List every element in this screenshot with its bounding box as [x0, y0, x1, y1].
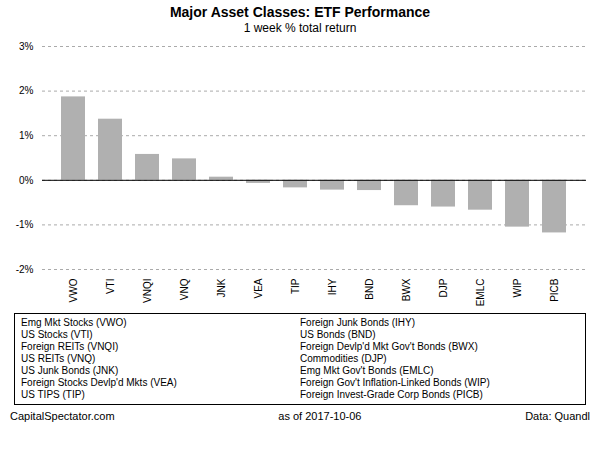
svg-text:EMLC: EMLC	[475, 279, 486, 307]
svg-text:VNQI: VNQI	[142, 279, 153, 303]
svg-text:DJP: DJP	[438, 278, 449, 297]
svg-text:JNK: JNK	[216, 278, 227, 297]
html-text:US Junk Bonds (JNK): US Junk Bonds (JNK)	[21, 365, 119, 376]
svg-text:VWO: VWO	[68, 278, 79, 302]
html-text:as of 2017-10-06: as of 2017-10-06	[278, 410, 362, 422]
html-text:Major Asset Classes: ETF Perfo: Major Asset Classes: ETF Performance	[169, 4, 431, 20]
svg-text:1%: 1%	[19, 130, 34, 141]
svg-text:3%: 3%	[19, 41, 34, 52]
svg-text:BWX: BWX	[401, 278, 412, 301]
html-text:Data: Quandl: Data: Quandl	[525, 410, 590, 422]
html-text:Foreign Gov't Inflation-Linked: Foreign Gov't Inflation-Linked Bonds (WI…	[300, 377, 490, 388]
svg-text:PICB: PICB	[549, 278, 560, 302]
html-text:Foreign REITs (VNQI): Foreign REITs (VNQI)	[21, 341, 119, 352]
html-text:Commodities (DJP): Commodities (DJP)	[300, 353, 387, 364]
svg-text:VEA: VEA	[253, 278, 264, 298]
svg-text:TIP: TIP	[290, 278, 301, 294]
html-text:Emg Mkt Gov't Bonds (EMLC): Emg Mkt Gov't Bonds (EMLC)	[300, 365, 434, 376]
html-text:US Stocks (VTI): US Stocks (VTI)	[21, 329, 93, 340]
html-text:Foreign Stocks Devlp'd Mkts (V: Foreign Stocks Devlp'd Mkts (VEA)	[21, 377, 177, 388]
html-text:Foreign Invest-Grade Corp Bond: Foreign Invest-Grade Corp Bonds (PICB)	[300, 389, 483, 400]
html-text:US TIPS (TIP): US TIPS (TIP)	[21, 389, 85, 400]
html-text:US Bonds (BND): US Bonds (BND)	[300, 329, 376, 340]
html-text:Emg Mkt Stocks (VWO): Emg Mkt Stocks (VWO)	[21, 317, 127, 328]
html-text:US REITs (VNQ): US REITs (VNQ)	[21, 353, 96, 364]
html-text:1 week % total return: 1 week % total return	[243, 21, 357, 35]
svg-text:VNQ: VNQ	[179, 278, 190, 300]
html-text:Foreign Devlp'd Mkt Gov't Bond: Foreign Devlp'd Mkt Gov't Bonds (BWX)	[300, 341, 478, 352]
html-text:CapitalSpectator.com: CapitalSpectator.com	[10, 410, 115, 422]
svg-text:VTI: VTI	[105, 279, 116, 295]
svg-text:2%: 2%	[19, 85, 34, 96]
html-text:Foreign Junk Bonds (IHY): Foreign Junk Bonds (IHY)	[300, 317, 416, 328]
svg-text:IHY: IHY	[327, 278, 338, 295]
svg-text:0%: 0%	[19, 175, 34, 186]
svg-text:WIP: WIP	[512, 278, 523, 297]
svg-text:-2%: -2%	[16, 264, 34, 275]
svg-text:-1%: -1%	[16, 219, 34, 230]
svg-text:BND: BND	[364, 279, 375, 300]
